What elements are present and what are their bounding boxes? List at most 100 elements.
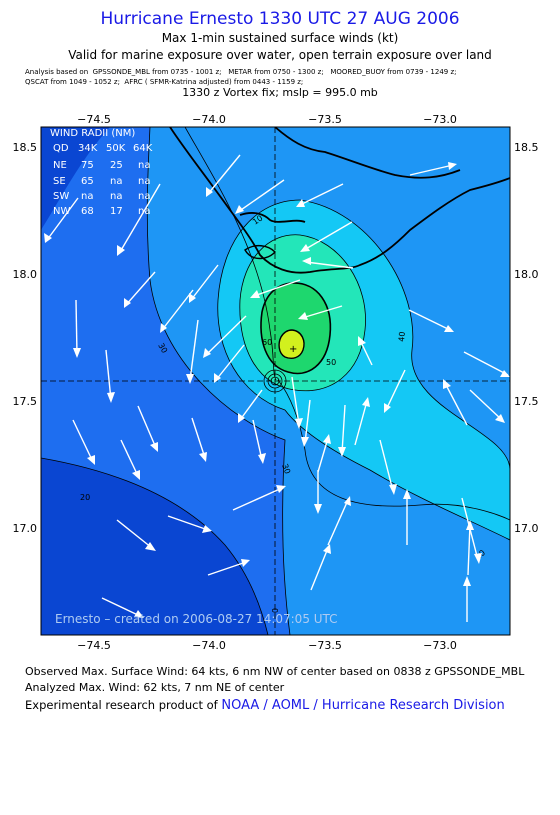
bottom-lon-label: −73.0 [423,639,457,652]
wind-radii-cell: 17 [110,206,123,217]
band-lt20-southwest [41,458,268,635]
analysis-line-1: Analysis based on GPSSONDE_MBL from 0735… [25,68,457,76]
wind-vector-arrow [298,305,343,320]
left-lat-label: 17.0 [13,522,38,535]
bottom-lon-label: −73.5 [308,639,342,652]
wind-vector-arrow [252,419,266,464]
top-lon-label: −73.5 [308,113,342,126]
wind-vector-arrow [238,389,263,423]
wind-vector-arrow [358,336,373,366]
wind-vector-arrow [250,279,301,298]
wind-radii-header-cell: 64K [133,143,153,154]
wind-vector-arrow [301,399,311,447]
bottom-lon-label: −74.5 [77,639,111,652]
wind-vector-arrow [137,405,158,452]
contour-label: 20 [80,493,90,502]
contour-label: 50 [326,358,336,367]
wind-vector-arrow [189,264,219,303]
wind-radii-cell: 68 [81,206,94,217]
wind-vector-arrow [167,515,212,533]
wind-radii-cell: na [138,176,150,187]
contour-label: 60 [262,338,272,347]
product-credit: Experimental research product of NOAA / … [25,698,505,713]
wind-vector-arrow [384,369,406,413]
left-lat-label: 18.5 [13,141,38,154]
wind-vector-arrow [443,379,468,426]
analyzed-max-wind: Analyzed Max. Wind: 62 kts, 7 nm NE of c… [25,681,285,694]
wind-radii-cell: SE [53,176,66,187]
wind-radii-table: WIND RADII (NM) QD 34K 50K 64K NE 75 25 … [50,128,153,217]
band-lt20-northwest [41,127,110,230]
wind-vector-arrow [206,154,241,197]
wind-vector-arrow [327,496,351,546]
wind-radii-cell: na [138,191,150,202]
map-title: Hurricane Ernesto 1330 UTC 27 AUG 2006 [100,9,460,29]
left-lat-label: 18.0 [13,268,38,281]
band-60-64 [261,282,331,374]
wind-vector-arrow [214,344,245,383]
bottom-lon-label: −74.0 [192,639,226,652]
wind-vector-arrow [302,257,354,269]
wind-vector-arrow [379,439,397,495]
analysis-sources: Analysis based on GPSSONDE_MBL from 0735… [25,67,457,87]
map-subtitle-exposure: Valid for marine exposure over water, op… [68,48,492,62]
analysis-line-2: QSCAT from 1049 - 1052 z; AFRC ( SFMR-Ka… [25,78,304,86]
wind-vector-arrow [101,597,144,618]
wind-radii-cell: 65 [81,176,94,187]
storm-center-crosshair [41,127,510,635]
wind-vector-arrow [191,417,207,462]
wind-radii-cell: na [81,191,93,202]
wind-vector-arrow [73,299,81,358]
wind-vector-arrow [207,559,250,576]
wind-vector-arrow [44,197,79,243]
wind-vector-arrow [469,389,505,423]
wind-vector-arrow [186,319,199,384]
wind-vector-arrow [310,544,331,591]
contour-label: 0 [270,608,279,613]
left-lat-label: 17.5 [13,395,38,408]
wind-vector-arrow [463,576,471,622]
wind-vector-arrow [296,183,344,207]
wind-radii-cell: na [110,191,122,202]
wind-radii-cell: NW [53,206,70,217]
top-lon-label: −73.0 [423,113,457,126]
right-lat-label: 18.5 [514,141,539,154]
map-frame [40,126,511,636]
wind-vector-arrow [300,221,353,252]
wind-vector-arrow [314,470,322,514]
product-credit-prefix: Experimental research product of [25,698,218,712]
wind-vector-arrow [160,289,194,333]
wind-radii-header-cell: QD [53,143,69,154]
wind-vector-arrow [72,419,95,465]
wind-radii-header-cell: 34K [78,143,98,154]
hrd-link[interactable]: NOAA / AOML / Hurricane Research Divisio… [221,698,505,713]
wind-radii-cell: 75 [81,160,94,171]
wind-vector-arrow [409,162,457,176]
wind-vectors [44,154,510,622]
wind-radii-cell: NE [53,160,67,171]
wind-vector-arrow [203,315,247,358]
wind-vector-arrow [117,183,161,256]
wind-vector-arrow [408,309,454,332]
wind-radii-header-cell: 50K [106,143,126,154]
vortex-fix: 1330 z Vortex fix; mslp = 995.0 mb [182,86,378,99]
wind-radii-cell: na [138,206,150,217]
band-64-plus [279,330,304,359]
wind-vector-arrow [232,485,286,511]
wind-vector-arrow [291,376,303,429]
wind-radii-title: WIND RADII (NM) [50,128,135,139]
observed-max-wind: Observed Max. Surface Wind: 64 kts, 6 nm… [25,665,525,678]
wind-vector-arrow [461,497,482,564]
wind-vector-arrow [463,351,510,377]
creation-credit: Ernesto – created on 2006-08-27 14:07:05… [55,612,338,626]
wind-vector-arrow [120,439,140,480]
wind-analysis-map: −74.5 −74.0 −73.5 −73.0 −74.5 −74.0 −73.… [13,113,539,652]
top-lon-label: −74.0 [192,113,226,126]
contour-label: 30 [280,463,292,476]
wind-vector-arrow [466,520,474,576]
max-wind-marker: + [289,344,297,355]
map-subtitle-units: Max 1-min sustained surface winds (kt) [161,31,399,45]
wind-vector-arrow [235,179,285,214]
coastline [169,127,510,274]
wind-radii-cell: SW [53,191,69,202]
